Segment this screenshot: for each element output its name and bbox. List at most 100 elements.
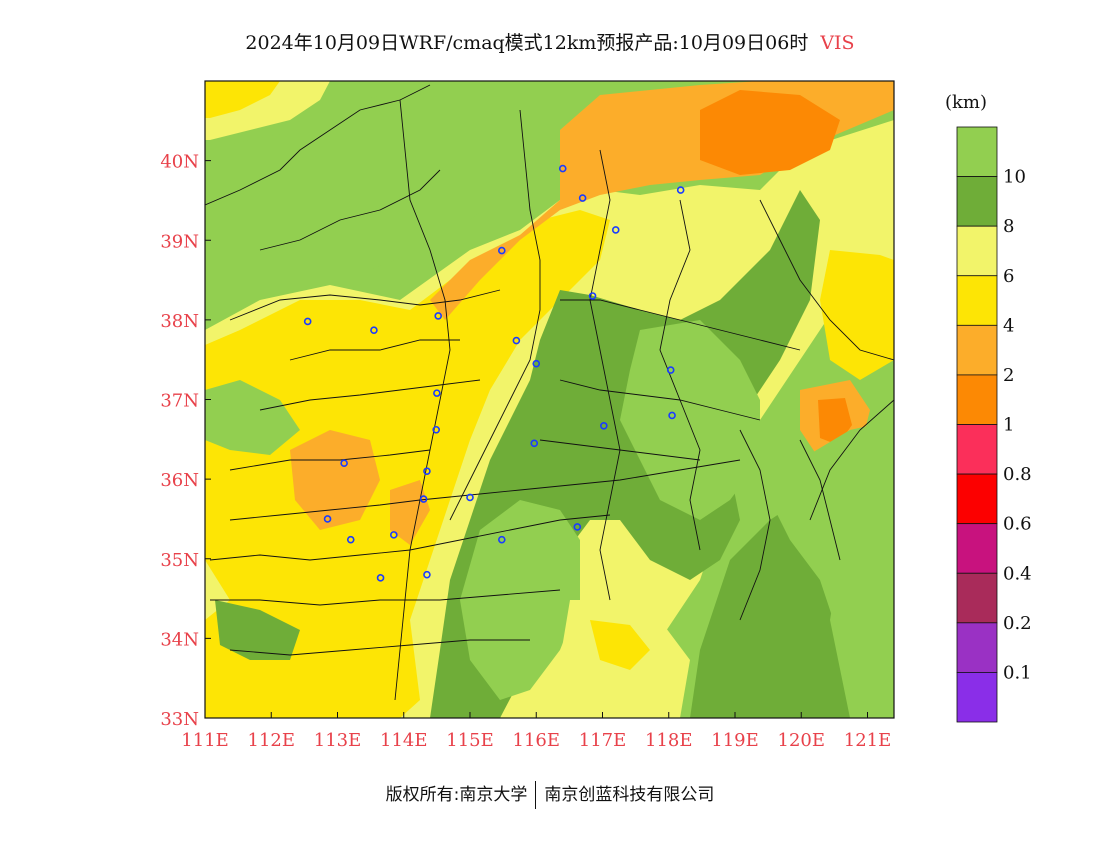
city-marker [611,226,620,234]
x-tick-label: 116E [513,730,561,751]
y-tick-label: 36N [160,470,199,491]
city-marker [512,336,521,345]
x-tick-label: 119E [711,730,759,751]
city-marker [573,523,582,531]
x-tick-label: 112E [248,730,296,751]
city-marker [434,312,443,320]
region-yellow [205,210,610,718]
region-green-w [205,380,300,455]
legend-swatch [956,622,998,673]
map-plot [205,81,894,718]
legend-label: 6 [1003,266,1014,287]
legend-swatch [956,324,998,376]
legend-labels: 10 8 6 4 2 1 0.8 0.6 0.4 0.2 0.1 [1003,167,1032,684]
city-marker [466,493,474,502]
y-axis: 33N 34N 35N 36N 37N 38N 39N 40N [160,152,211,730]
x-tick-label: 114E [380,730,428,751]
x-axis: 111E 112E 113E 114E 115E 116E 117E 118E 119E 120E… [181,712,891,751]
legend-swatch [956,523,998,574]
x-tick-label: 120E [778,730,826,751]
city-markers [303,164,685,582]
legend-swatch [956,126,998,177]
chart-title: 2024年10月09日WRF/cmaq模式12km预报产品:10月09日06时 V… [0,28,1100,55]
x-tick-label: 117E [579,730,627,751]
city-marker [600,421,608,430]
legend-swatch [956,424,998,475]
city-marker [558,164,567,173]
region-green-nw [205,81,560,310]
city-marker [588,292,597,300]
city-marker [390,531,398,539]
city-marker [423,570,431,579]
legend-swatch [956,672,998,723]
x-tick-label: 115E [446,730,494,751]
legend-label: 8 [1003,216,1014,237]
city-marker [340,459,348,468]
legend-unit: (km) [945,92,987,113]
legend-label: 0.6 [1003,514,1032,535]
region-deep-orange-ne [700,90,840,175]
legend-label: 1 [1003,415,1014,436]
legend-swatch [956,225,998,277]
region-yellow-south-patch [590,620,650,670]
city-marker [432,425,441,434]
city-marker [323,515,332,523]
region-yellow-coast [820,250,894,380]
city-marker [530,439,539,448]
copyright-right: 南京创蓝科技有限公司 [544,785,715,805]
city-marker [376,574,385,582]
city-marker [578,194,587,202]
region-orange-mid [390,480,430,545]
x-tick-label: 118E [645,730,693,751]
city-marker [532,359,541,368]
city-marker [370,326,378,335]
legend-label: 0.1 [1003,662,1032,683]
legend-swatch [956,275,998,326]
copyright: 版权所有:南京大学 南京创蓝科技有限公司 [0,780,1100,809]
x-tick-label: 121E [844,730,892,751]
region-deep-orange-east-core [818,398,852,445]
copyright-left: 版权所有:南京大学 [385,785,528,805]
y-tick-label: 33N [160,709,199,730]
region-yellow-nw [205,81,280,118]
city-marker [497,535,506,544]
legend-swatch [956,473,998,525]
region-orange-west [290,430,380,530]
region-green-se [760,420,894,718]
city-marker [303,317,312,326]
legend-label: 2 [1003,365,1014,386]
title-variable: VIS [820,32,855,54]
legend: (km) 10 8 6 4 2 1 0.8 0.6 0.4 0.2 0.1 [945,92,1032,723]
city-marker [676,186,685,194]
region-green-shandong [620,320,760,520]
y-tick-label: 37N [160,391,199,412]
y-tick-label: 38N [160,311,199,332]
y-tick-label: 34N [160,629,199,650]
city-marker [346,535,355,544]
x-tick-label: 113E [314,730,362,751]
legend-label: 0.2 [1003,613,1032,634]
city-marker [419,495,428,503]
legend-swatch [956,572,998,624]
legend-label: 10 [1003,167,1026,188]
y-tick-label: 35N [160,550,199,571]
x-tick-label: 111E [181,730,229,751]
copyright-separator [535,781,537,809]
city-marker [666,366,675,374]
region-green-sw [215,600,300,660]
title-main: 2024年10月09日WRF/cmaq模式12km预报产品:10月09日06时 [245,32,809,54]
legend-boxes [956,126,998,723]
y-tick-label: 39N [160,231,199,252]
legend-label: 0.4 [1003,563,1032,584]
city-marker [668,411,676,420]
city-marker [433,389,441,397]
legend-swatch [956,176,998,227]
city-marker [497,246,506,255]
legend-label: 4 [1003,315,1014,336]
region-green-central [460,500,580,700]
legend-swatch [956,374,998,425]
legend-label: 0.8 [1003,464,1032,485]
city-marker [423,467,431,475]
y-tick-label: 40N [160,152,199,173]
